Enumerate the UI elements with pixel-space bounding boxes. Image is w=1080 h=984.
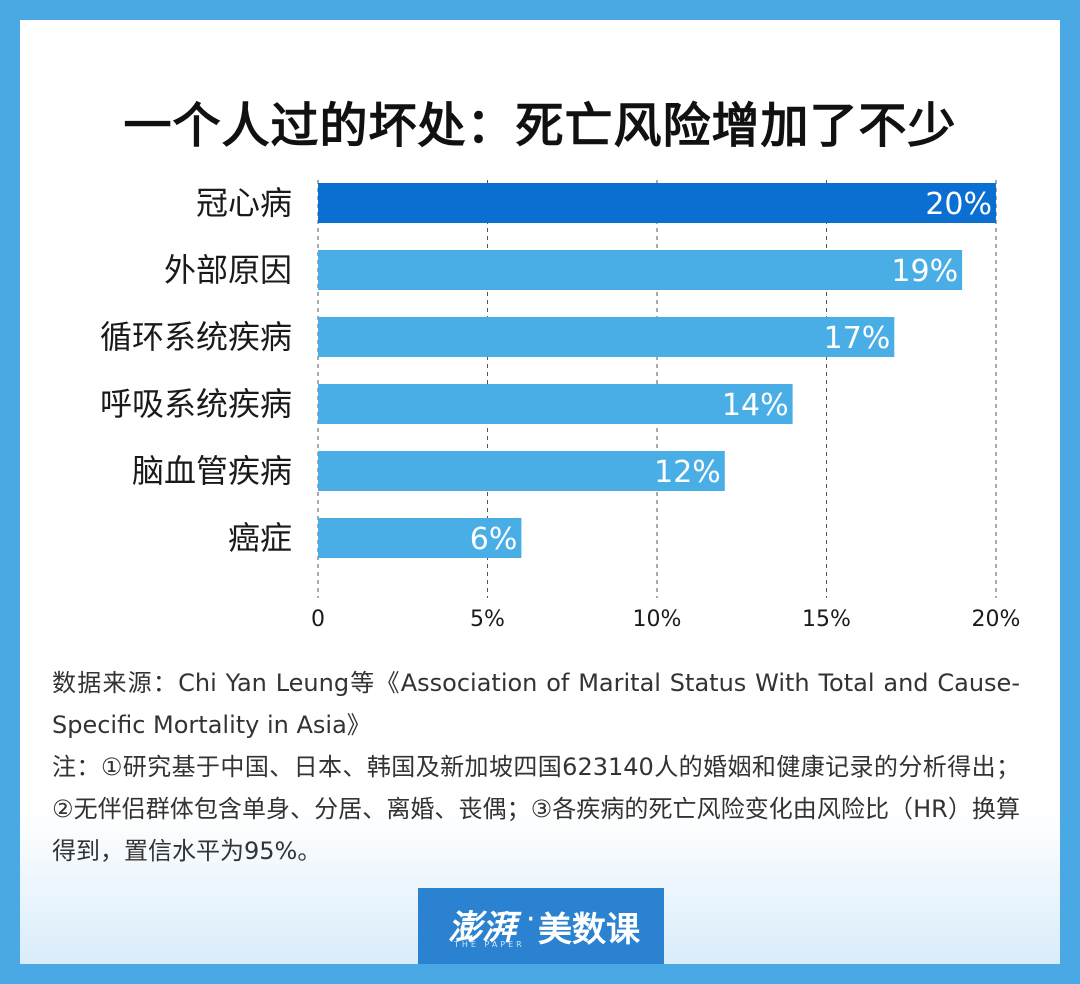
brand-logo: 澎湃 THE PAPER · 美数课 [418, 888, 664, 964]
x-tick-label: 10% [633, 607, 682, 632]
infographic-card: 一个人过的坏处：死亡风险增加了不少 0 5% 10% 15% 20% 冠心病 20% 外部原因… [20, 20, 1060, 964]
x-tick-label: 20% [972, 607, 1021, 632]
notes-section: 数据来源：Chi Yan Leung等《Association of Marit… [52, 662, 1020, 872]
bar [318, 451, 725, 491]
labels: 0 5% 10% 15% 20% 冠心病 20% 外部原因 19% 循环系统疾病 17% 呼吸系统疾病… [100, 184, 1020, 632]
value-label: 20% [925, 187, 992, 222]
x-tick-label: 0 [311, 607, 325, 632]
category-label: 癌症 [228, 519, 292, 557]
logo-brand-text: 澎湃 [448, 908, 516, 948]
category-label: 外部原因 [164, 251, 292, 289]
bar [318, 250, 963, 290]
category-label: 循环系统疾病 [100, 318, 292, 356]
page-title: 一个人过的坏处：死亡风险增加了不少 [123, 98, 957, 154]
logo-column-name: 美数课 [538, 910, 640, 950]
value-label: 19% [891, 254, 958, 289]
bar [318, 183, 996, 223]
method-note: 注：①研究基于中国、日本、韩国及新加坡四国623140人的婚姻和健康记录的分析得… [52, 753, 1020, 865]
category-label: 呼吸系统疾病 [100, 385, 292, 423]
category-label: 冠心病 [196, 184, 292, 222]
source-note: 数据来源：Chi Yan Leung等《Association of Marit… [52, 669, 1020, 739]
category-label: 脑血管疾病 [132, 452, 292, 490]
value-label: 17% [824, 321, 891, 356]
bar [318, 317, 895, 357]
x-tick-label: 15% [802, 607, 851, 632]
value-label: 14% [722, 388, 789, 423]
x-tick-label: 5% [470, 607, 505, 632]
bars [318, 183, 996, 558]
bar [318, 518, 522, 558]
logo-separator: · [526, 902, 536, 937]
value-label: 12% [654, 455, 721, 490]
bar [318, 384, 793, 424]
logo-brand-subtext: THE PAPER [454, 940, 525, 949]
value-label: 6% [470, 522, 518, 557]
bar-chart: 0 5% 10% 15% 20% 冠心病 20% 外部原因 19% 循环系统疾病 17% 呼吸系统疾病… [100, 180, 1020, 632]
